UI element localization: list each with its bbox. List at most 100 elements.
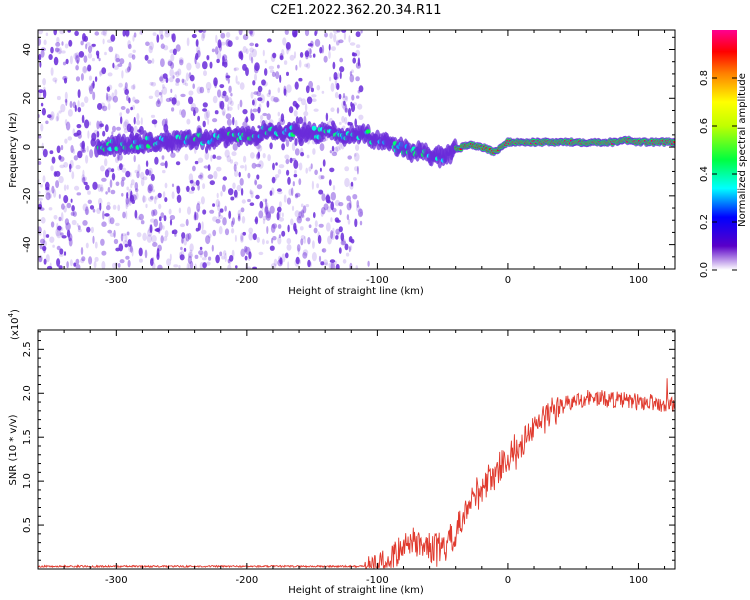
noise-dot — [235, 265, 238, 269]
noise-dot — [88, 121, 92, 126]
noise-dot — [348, 107, 352, 117]
x-tick-label: -300 — [105, 275, 128, 286]
noise-dot — [167, 59, 172, 67]
noise-dot — [278, 234, 281, 239]
noise-dot — [187, 251, 193, 258]
noise-dot — [330, 217, 333, 223]
noise-dot — [208, 256, 212, 261]
noise-dot — [242, 34, 249, 41]
noise-dot — [159, 216, 162, 222]
noise-dot — [56, 230, 62, 239]
noise-dot — [45, 192, 51, 201]
noise-dot — [102, 210, 105, 220]
noise-dot — [224, 228, 230, 236]
noise-dot — [43, 258, 47, 265]
noise-dot — [183, 236, 188, 246]
noise-dot — [73, 155, 79, 161]
noise-dot — [328, 179, 332, 186]
noise-dot — [165, 77, 169, 83]
noise-dot — [209, 209, 215, 214]
y-tick-label: 20 — [22, 92, 33, 105]
noise-dot — [109, 232, 115, 237]
noise-dot — [267, 154, 271, 162]
noise-dot — [356, 200, 360, 208]
noise-dot — [257, 97, 263, 102]
noise-dot — [73, 132, 79, 137]
noise-dot — [155, 100, 161, 108]
noise-dot — [254, 62, 260, 72]
noise-dot — [214, 80, 218, 89]
noise-dot — [69, 168, 72, 173]
noise-dot — [205, 110, 211, 119]
noise-dot — [164, 230, 169, 238]
noise-dot — [112, 125, 116, 133]
noise-dot — [181, 78, 185, 84]
noise-dot — [349, 74, 355, 83]
noise-dot — [285, 158, 290, 165]
noise-dot — [305, 167, 309, 174]
noise-dot — [216, 192, 219, 199]
noise-dot — [73, 262, 77, 267]
noise-dot — [150, 82, 157, 87]
noise-dot — [133, 32, 137, 38]
noise-dot — [56, 48, 62, 55]
noise-dot — [159, 30, 163, 37]
noise-dot — [76, 223, 79, 227]
noise-dot — [302, 249, 309, 256]
noise-dot — [52, 77, 58, 82]
noise-dot — [314, 38, 321, 47]
noise-dot — [215, 199, 220, 208]
noise-dot — [241, 235, 244, 243]
noise-dot — [58, 110, 62, 114]
noise-dot — [249, 42, 255, 47]
noise-dot — [277, 111, 280, 117]
x-tick-label: 0 — [505, 275, 511, 286]
noise-dot — [167, 60, 173, 66]
noise-dot — [93, 261, 97, 269]
noise-dot — [346, 195, 351, 202]
noise-dot — [264, 204, 268, 213]
noise-dot — [345, 252, 350, 257]
noise-dot — [97, 184, 102, 192]
noise-dot — [53, 189, 57, 198]
noise-dot — [344, 243, 349, 251]
noise-dot — [38, 90, 42, 98]
noise-dot — [249, 30, 255, 37]
noise-dot — [161, 86, 168, 95]
noise-dot — [154, 89, 160, 98]
noise-dot — [321, 248, 327, 253]
noise-dot — [42, 89, 47, 99]
noise-dot — [50, 67, 54, 76]
noise-dot — [135, 191, 139, 200]
noise-dot — [94, 241, 98, 249]
noise-dot — [50, 46, 54, 54]
noise-dot — [102, 130, 106, 137]
noise-dot — [169, 68, 174, 78]
noise-dot — [87, 199, 93, 204]
noise-dot — [287, 224, 290, 233]
noise-dot — [53, 56, 59, 66]
noise-dot — [218, 226, 223, 235]
noise-dot — [286, 169, 290, 176]
noise-dot — [131, 54, 136, 60]
noise-dot — [65, 99, 68, 106]
noise-dot — [234, 119, 238, 128]
noise-dot — [40, 217, 46, 224]
noise-dot — [120, 233, 124, 242]
noise-dot — [71, 205, 75, 212]
noise-dot — [299, 52, 304, 58]
noise-dot — [193, 109, 196, 117]
noise-dot — [102, 38, 105, 45]
noise-dot — [250, 152, 255, 159]
noise-dot — [352, 194, 358, 200]
noise-dot — [81, 144, 85, 152]
noise-dot — [277, 255, 282, 263]
noise-dot — [64, 138, 68, 144]
noise-dot — [262, 112, 268, 117]
noise-dot — [75, 54, 79, 62]
noise-dot — [48, 207, 53, 211]
noise-dot — [106, 167, 112, 173]
noise-dot — [163, 45, 169, 51]
noise-dot — [126, 186, 129, 191]
noise-dot — [189, 180, 194, 184]
